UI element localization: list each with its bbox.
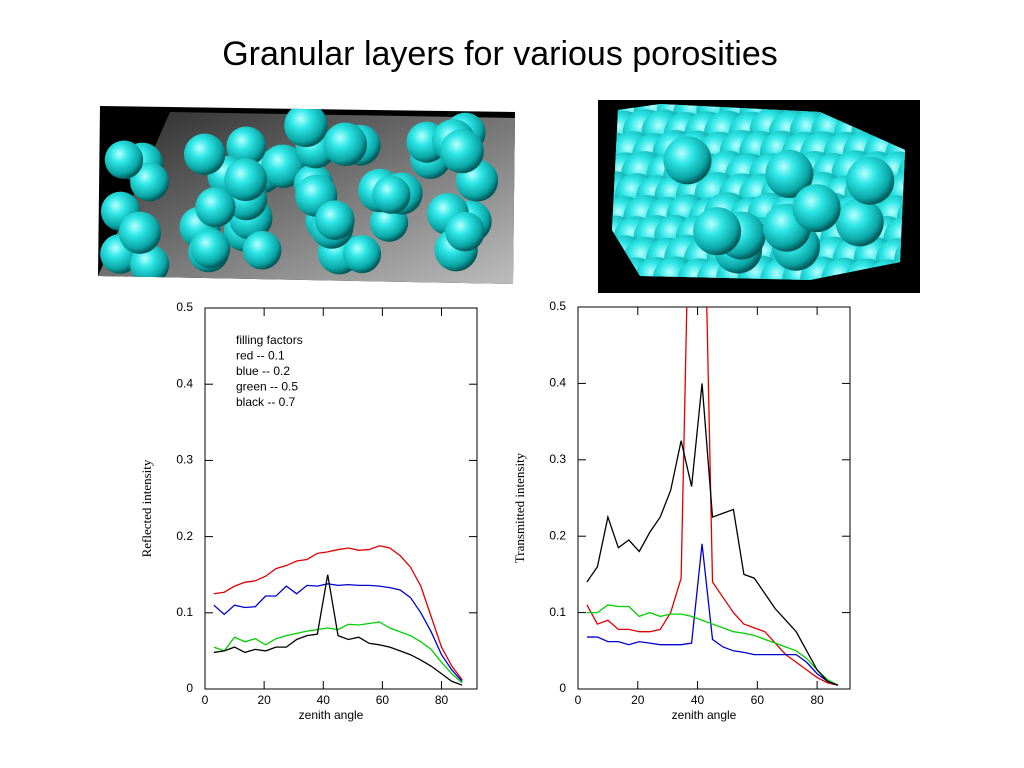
image-axis-label: 6 <box>848 102 853 112</box>
series-line <box>213 583 463 682</box>
image-axis-label: 2 <box>894 124 899 134</box>
series-line <box>586 604 839 686</box>
image-sparse <box>98 106 515 284</box>
sphere <box>342 235 382 274</box>
sphere <box>129 244 170 284</box>
y-tick-label: 0.2 <box>549 528 566 542</box>
y-tick-label: 0 <box>186 681 193 695</box>
sphere <box>846 156 895 205</box>
sphere <box>195 187 236 228</box>
x-tick-label: 60 <box>376 693 390 707</box>
y-tick-label: 0.1 <box>549 605 566 619</box>
sphere <box>242 230 282 270</box>
slide-title: Granular layers for various porosities <box>222 35 778 73</box>
x-tick-label: 0 <box>202 693 209 707</box>
plot-frame <box>204 307 478 690</box>
sphere <box>261 144 305 189</box>
sphere <box>118 211 161 254</box>
x-tick-label: 0 <box>575 693 582 707</box>
spheres <box>100 106 499 284</box>
x-tick-label: 40 <box>317 693 331 707</box>
x-tick-label: 80 <box>435 693 449 707</box>
sphere <box>445 211 485 252</box>
sphere <box>183 133 226 175</box>
annotation: green -- 0.5 <box>236 380 298 394</box>
y-tick-label: 0.5 <box>549 299 566 313</box>
sphere <box>224 158 268 202</box>
x-axis-label: zenith angle <box>299 708 364 722</box>
sphere <box>440 129 484 174</box>
x-axis-label: zenith angle <box>672 708 737 722</box>
series-line <box>586 543 839 686</box>
y-tick-label: 0.4 <box>176 376 193 390</box>
chart: 0 0.1 0.2 0.3 0.4 0.5 0 20 40 60 80 zenith angle Ref… <box>139 300 478 722</box>
y-axis-label: Reflected intensity <box>139 459 154 557</box>
sphere <box>315 200 355 240</box>
series-line <box>213 621 463 684</box>
image-dense: 6 4 2 <box>598 100 920 293</box>
sphere <box>835 198 884 247</box>
sphere <box>104 140 144 179</box>
annotation: blue -- 0.2 <box>236 364 290 378</box>
sphere <box>693 207 742 256</box>
series-line <box>213 545 463 681</box>
x-tick-label: 20 <box>257 693 271 707</box>
sphere <box>792 184 841 233</box>
y-tick-label: 0.1 <box>176 605 193 619</box>
x-tick-label: 40 <box>691 693 705 707</box>
series-line <box>586 383 839 686</box>
image-axis-label: 4 <box>870 113 875 123</box>
x-tick-label: 20 <box>631 693 645 707</box>
annotation: red -- 0.1 <box>236 349 285 363</box>
sphere <box>190 228 231 269</box>
y-axis-label: Transmitted intensity <box>512 452 527 563</box>
sphere <box>765 149 814 198</box>
sphere <box>130 162 169 202</box>
sphere <box>284 106 328 148</box>
y-tick-label: 0.3 <box>176 453 193 467</box>
sphere <box>372 175 411 214</box>
sphere <box>323 122 368 167</box>
y-tick-label: 0 <box>559 681 566 695</box>
sphere <box>663 136 712 185</box>
y-tick-label: 0.3 <box>549 452 566 466</box>
x-tick-label: 60 <box>751 693 765 707</box>
y-tick-label: 0.2 <box>176 529 193 543</box>
y-tick-label: 0.5 <box>176 300 193 314</box>
sphere <box>226 126 267 167</box>
annotation: black -- 0.7 <box>236 395 296 409</box>
series-line <box>213 574 463 686</box>
plot-frame <box>577 306 851 690</box>
annotation: filling factors <box>236 333 303 347</box>
x-tick-label: 80 <box>810 693 824 707</box>
series-line <box>586 307 839 686</box>
chart: 0 0.1 0.2 0.3 0.4 0.5 0 20 40 60 80 zenith angle Tra… <box>512 299 851 722</box>
y-tick-label: 0.4 <box>549 376 566 390</box>
